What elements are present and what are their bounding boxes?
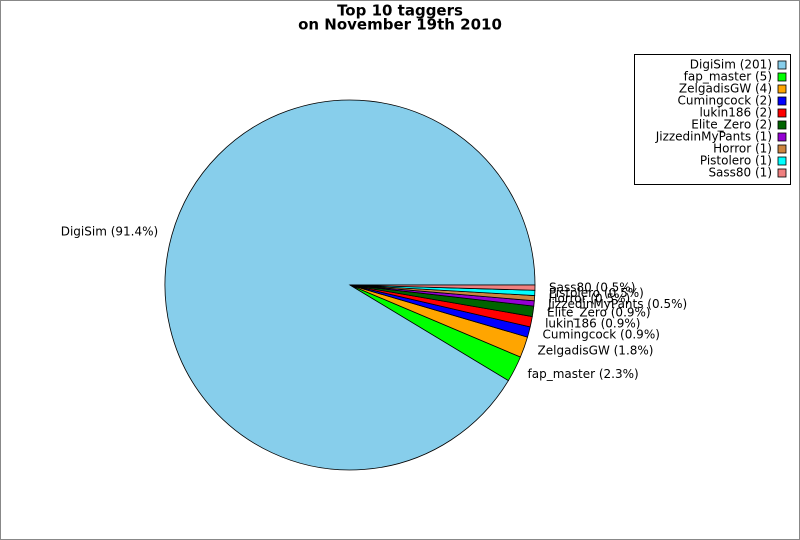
legend-label: ZelgadisGW (4) xyxy=(679,82,772,96)
legend-label: DigiSim (201) xyxy=(690,58,772,72)
slice-label: JizzedinMyPants (0.5%) xyxy=(547,297,687,311)
slice-label: Horror (0.5%) xyxy=(548,292,630,306)
chart-title: Top 10 taggers xyxy=(337,2,463,20)
slice-label: ZelgadisGW (1.8%) xyxy=(538,344,654,358)
slice-label: Elite_Zero (0.9%) xyxy=(547,306,651,320)
slice-label: fap_master (2.3%) xyxy=(528,367,639,381)
pie-slice xyxy=(164,99,536,471)
legend-box xyxy=(634,54,791,185)
legend-swatch xyxy=(777,60,787,70)
slice-label: Pistolero (0.5%) xyxy=(549,286,644,300)
legend-swatch xyxy=(777,96,787,106)
legend-swatch xyxy=(777,120,787,130)
legend-label: Horror (1) xyxy=(713,142,772,156)
slice-label: Sass80 (0.5%) xyxy=(549,280,635,294)
legend-label: JizzedinMyPants (1) xyxy=(655,130,772,144)
legend-label: lukin186 (2) xyxy=(699,106,772,120)
legend-swatch xyxy=(777,144,787,154)
legend-swatch xyxy=(777,168,787,178)
legend-label: Sass80 (1) xyxy=(708,166,772,180)
legend-swatch xyxy=(777,72,787,82)
slice-label: DigiSim (91.4%) xyxy=(61,225,158,239)
legend-swatch xyxy=(777,84,787,94)
pie-slice xyxy=(349,284,536,291)
legend-label: Pistolero (1) xyxy=(700,154,772,168)
slice-label: lukin186 (0.9%) xyxy=(545,317,640,331)
legend-label: Elite_Zero (2) xyxy=(691,118,772,132)
slice-label: Cumingcock (0.9%) xyxy=(543,328,660,342)
legend-label: Cumingcock (2) xyxy=(677,94,772,108)
legend-swatch xyxy=(777,108,787,118)
legend-swatch xyxy=(777,132,787,142)
legend-swatch xyxy=(777,156,787,166)
chart-subtitle: on November 19th 2010 xyxy=(298,16,502,34)
legend-label: fap_master (5) xyxy=(684,70,772,84)
